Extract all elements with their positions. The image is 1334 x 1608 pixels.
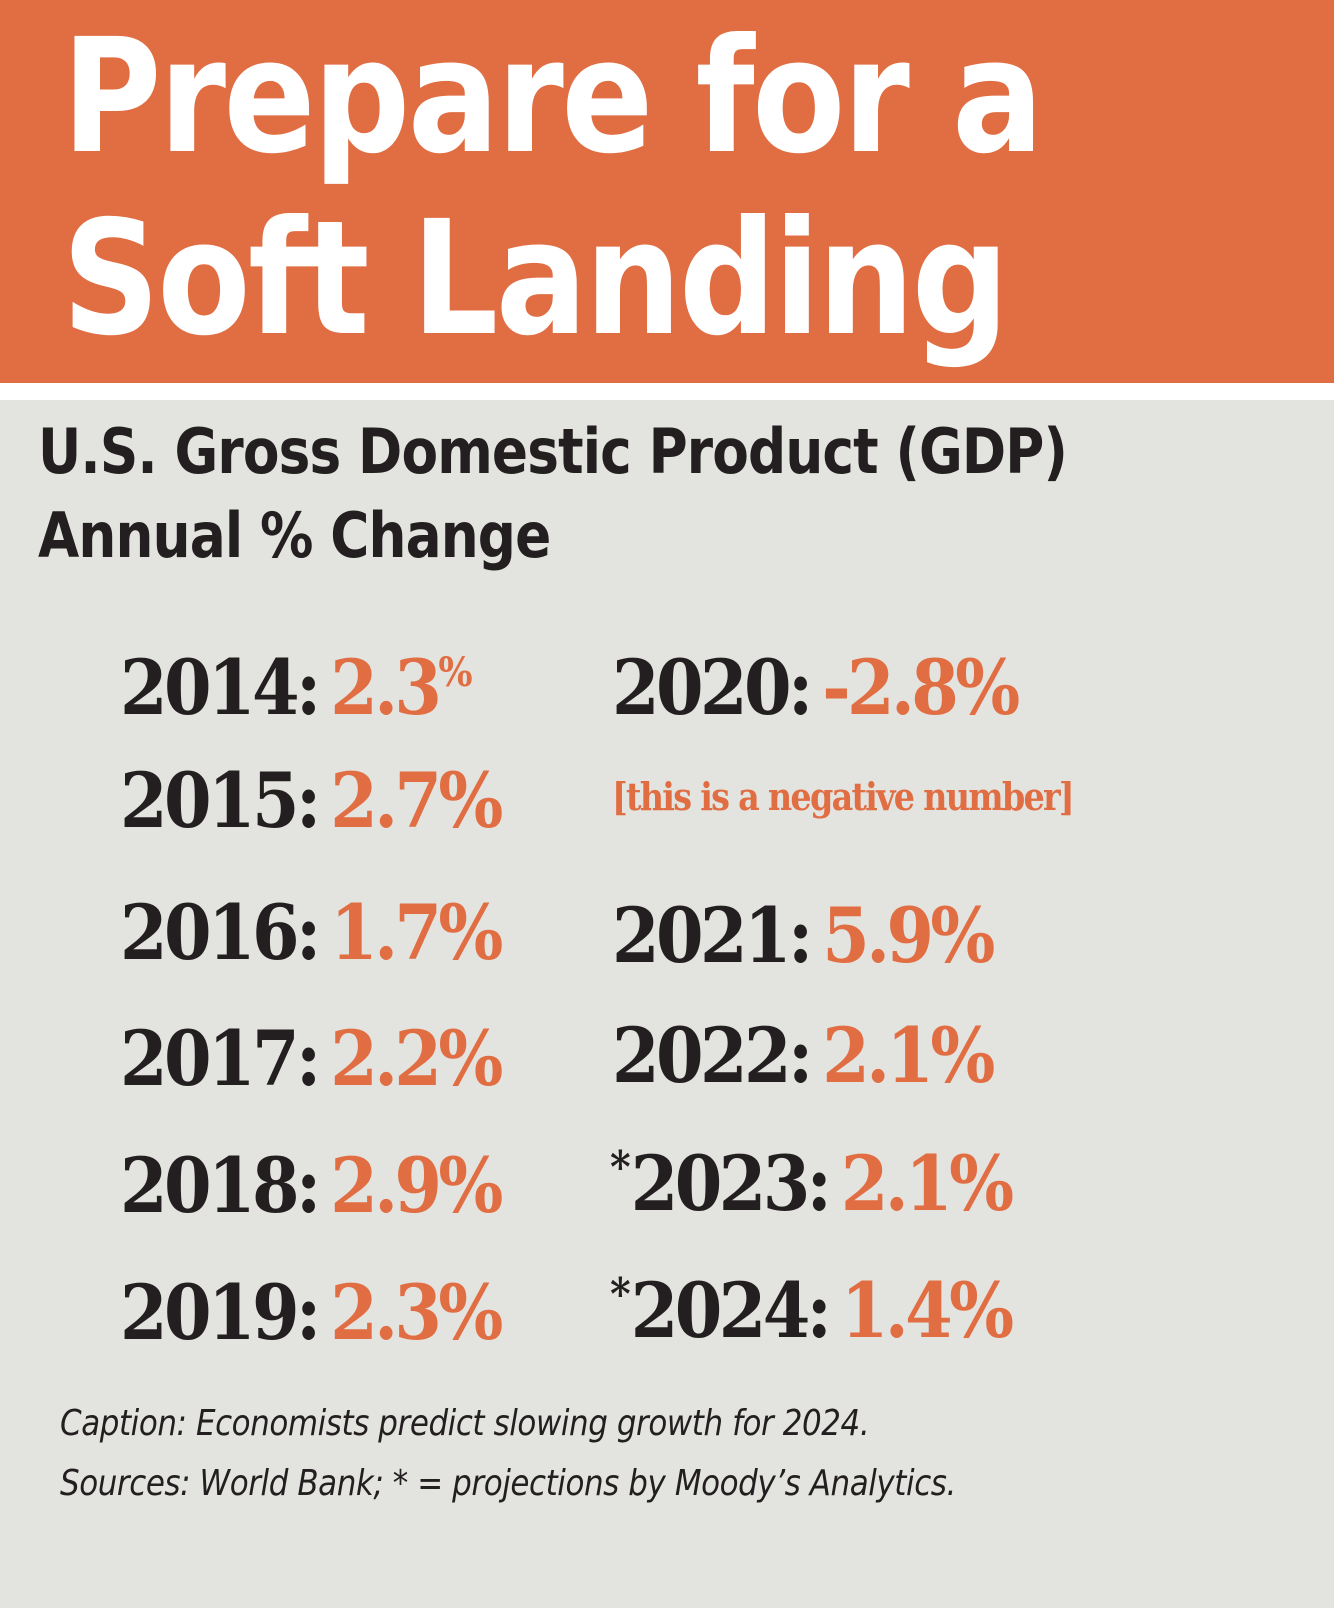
entry-value: 2.9%: [330, 1141, 503, 1230]
entry-value: 1.4%: [840, 1266, 1014, 1355]
gdp-entry-2015: 2015: 2.7%: [120, 763, 503, 839]
gdp-entry-2022: 2022: 2.1%: [612, 1018, 995, 1094]
projection-asterisk: *: [610, 1142, 631, 1193]
entry-year: 2020:: [612, 643, 813, 732]
gdp-entry-2020: 2020: -2.8%: [612, 650, 1020, 726]
headline-line-1: Prepare for a: [62, 5, 1044, 189]
negative-number-note: [this is a negative number]: [612, 774, 1075, 819]
gdp-entry-2018: 2018: 2.9%: [120, 1148, 503, 1224]
entry-year: 2017:: [120, 1014, 321, 1103]
entry-value: 2.3%: [330, 643, 472, 732]
gdp-entry-2017: 2017: 2.2%: [120, 1021, 503, 1097]
entry-value: 2.3%: [330, 1268, 503, 1357]
gdp-entry-2024: *2024: 1.4%: [610, 1273, 1014, 1349]
entry-value: 2.1%: [822, 1011, 995, 1100]
entry-year: 2014:: [120, 643, 321, 732]
headline-line-2: Soft Landing: [62, 187, 1009, 371]
caption-text: Caption: Economists predict slowing grow…: [60, 1403, 870, 1444]
header-banner: Prepare for a Soft Landing: [0, 0, 1334, 383]
entry-percent-sign: %: [438, 649, 472, 696]
entry-year: 2016:: [120, 888, 321, 977]
entry-year: 2022:: [612, 1011, 813, 1100]
entry-value: 2.7%: [330, 756, 503, 845]
header-divider: [0, 383, 1334, 400]
gdp-entry-2021: 2021: 5.9%: [612, 898, 995, 974]
gdp-entry-2016: 2016: 1.7%: [120, 895, 503, 971]
entry-value: 2.2%: [330, 1014, 503, 1103]
entry-year: 2018:: [120, 1141, 321, 1230]
entry-value: -2.8%: [822, 643, 1020, 732]
sources-text: Sources: World Bank; * = projections by …: [60, 1463, 956, 1504]
entry-year: 2015:: [120, 756, 321, 845]
entry-year: 2023:: [630, 1139, 832, 1228]
entry-value: 2.1%: [840, 1139, 1014, 1228]
gdp-entry-2019: 2019: 2.3%: [120, 1275, 503, 1351]
subtitle-line-2: Annual % Change: [38, 499, 551, 572]
entry-value: 1.7%: [330, 888, 503, 977]
entry-year: 2024:: [630, 1266, 832, 1355]
entry-year: 2019:: [120, 1268, 321, 1357]
subtitle-line-1: U.S. Gross Domestic Product (GDP): [38, 415, 1068, 488]
entry-value-number: 2.3: [330, 643, 442, 732]
entry-year: 2021:: [612, 891, 813, 980]
projection-asterisk: *: [610, 1269, 631, 1320]
gdp-entry-2023: *2023: 2.1%: [610, 1146, 1014, 1222]
gdp-entry-2014: 2014: 2.3%: [120, 650, 473, 726]
entry-value: 5.9%: [822, 891, 995, 980]
